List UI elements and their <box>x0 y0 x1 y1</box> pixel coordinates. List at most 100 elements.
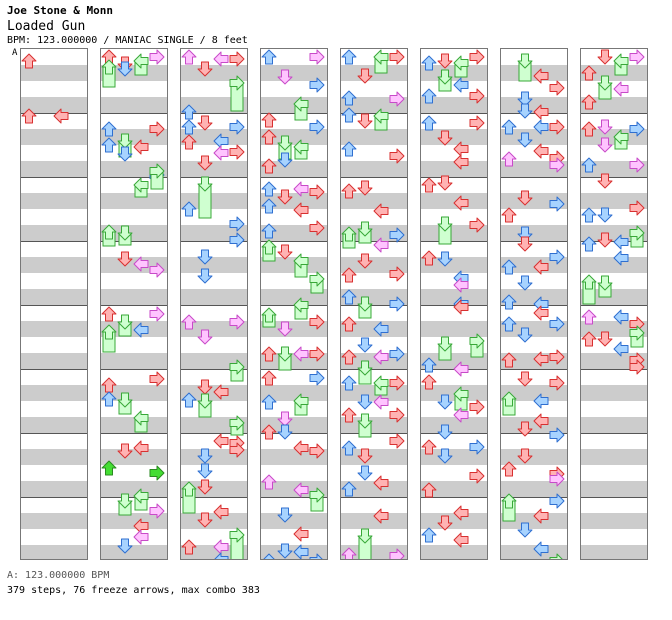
measure-line <box>581 113 647 114</box>
step-arrow-down <box>357 448 373 464</box>
freeze-arrow-down <box>197 393 213 409</box>
song-title: Loaded Gun <box>7 19 86 34</box>
measure-line <box>181 497 247 498</box>
freeze-arrow-right <box>309 271 325 287</box>
step-arrow-left <box>181 201 197 217</box>
step-arrow-left <box>21 53 37 69</box>
measure-line <box>261 369 327 370</box>
step-arrow-up <box>293 181 309 197</box>
step-arrow-left <box>341 316 357 332</box>
step-arrow-up <box>613 234 629 250</box>
step-arrow-down <box>197 512 213 528</box>
step-arrow-down <box>357 68 373 84</box>
step-arrow-down <box>517 236 533 252</box>
step-arrow-down <box>197 155 213 171</box>
step-arrow-down <box>277 424 293 440</box>
step-arrow-down <box>437 251 453 267</box>
step-arrow-left <box>261 370 277 386</box>
step-arrow-down <box>197 479 213 495</box>
step-arrow-left <box>21 108 37 124</box>
measure-line <box>101 177 167 178</box>
freeze-arrow-right <box>149 163 165 179</box>
step-arrow-left <box>501 151 517 167</box>
step-arrow-right <box>149 371 165 387</box>
step-arrow-right <box>309 443 325 459</box>
measure-line <box>421 177 487 178</box>
step-arrow-up <box>293 544 309 559</box>
step-arrow-left <box>581 331 597 347</box>
step-arrow-down <box>437 394 453 410</box>
step-arrow-left <box>341 141 357 157</box>
measure-line <box>341 369 407 370</box>
freeze-arrow-up <box>453 55 469 71</box>
measure-line <box>181 433 247 434</box>
measure-line <box>501 305 567 306</box>
step-arrow-left <box>261 223 277 239</box>
step-arrow-left <box>341 349 357 365</box>
step-arrow-right <box>549 157 565 173</box>
step-arrow-down <box>517 371 533 387</box>
note-layer <box>421 49 485 548</box>
freeze-arrow-down <box>437 216 453 232</box>
step-arrow-left <box>421 250 437 266</box>
step-arrow-right <box>549 316 565 332</box>
step-arrow-down <box>117 443 133 459</box>
step-arrow-up <box>133 139 149 155</box>
step-arrow-left <box>261 346 277 362</box>
measure-line <box>581 177 647 178</box>
step-arrow-up <box>133 256 149 272</box>
measure-line <box>341 305 407 306</box>
step-arrow-up <box>133 440 149 456</box>
step-arrow-left <box>261 394 277 410</box>
measure-line <box>261 433 327 434</box>
step-arrow-down <box>437 175 453 191</box>
chart-column-3 <box>180 48 248 560</box>
measure-line <box>501 241 567 242</box>
measure-line <box>501 113 567 114</box>
step-arrow-down <box>197 448 213 464</box>
step-arrow-right <box>549 493 565 509</box>
measure-line <box>341 497 407 498</box>
step-arrow-down <box>277 543 293 559</box>
freeze-arrow-down <box>117 392 133 408</box>
freeze-arrow-down <box>597 275 613 291</box>
step-arrow-right <box>469 115 485 131</box>
freeze-arrow-up <box>293 96 309 112</box>
step-arrow-right <box>549 119 565 135</box>
step-arrow-up <box>533 508 549 524</box>
step-arrow-left <box>501 294 517 310</box>
step-arrow-up <box>293 526 309 542</box>
step-arrow-right <box>629 157 645 173</box>
step-arrow-left <box>421 439 437 455</box>
step-arrow-right <box>549 196 565 212</box>
step-arrow-right <box>389 227 405 243</box>
freeze-arrow-up <box>373 375 389 391</box>
freeze-arrow-down <box>277 346 293 362</box>
step-arrow-down <box>517 275 533 291</box>
step-arrow-left <box>341 183 357 199</box>
step-arrow-up <box>533 393 549 409</box>
measure-line <box>501 369 567 370</box>
step-arrow-right <box>469 439 485 455</box>
step-arrow-down <box>277 411 293 427</box>
freeze-arrow-up <box>613 129 629 145</box>
note-layer <box>181 49 245 559</box>
freeze-arrow-left <box>501 391 517 407</box>
measure-line <box>421 433 487 434</box>
step-arrow-down <box>597 49 613 65</box>
freeze-arrow-down <box>437 336 453 352</box>
step-arrow-down <box>197 249 213 265</box>
step-arrow-down <box>197 268 213 284</box>
chart-column-8 <box>580 48 648 560</box>
freeze-arrow-left <box>181 481 197 497</box>
step-arrow-left <box>501 316 517 332</box>
step-arrow-right <box>229 314 245 330</box>
step-arrow-left <box>581 157 597 173</box>
step-arrow-left <box>501 352 517 368</box>
step-arrow-left <box>341 267 357 283</box>
step-arrow-left <box>181 134 197 150</box>
step-arrow-up <box>293 440 309 456</box>
step-arrow-left <box>261 112 277 128</box>
step-arrow-left <box>261 158 277 174</box>
freeze-arrow-right <box>629 225 645 241</box>
